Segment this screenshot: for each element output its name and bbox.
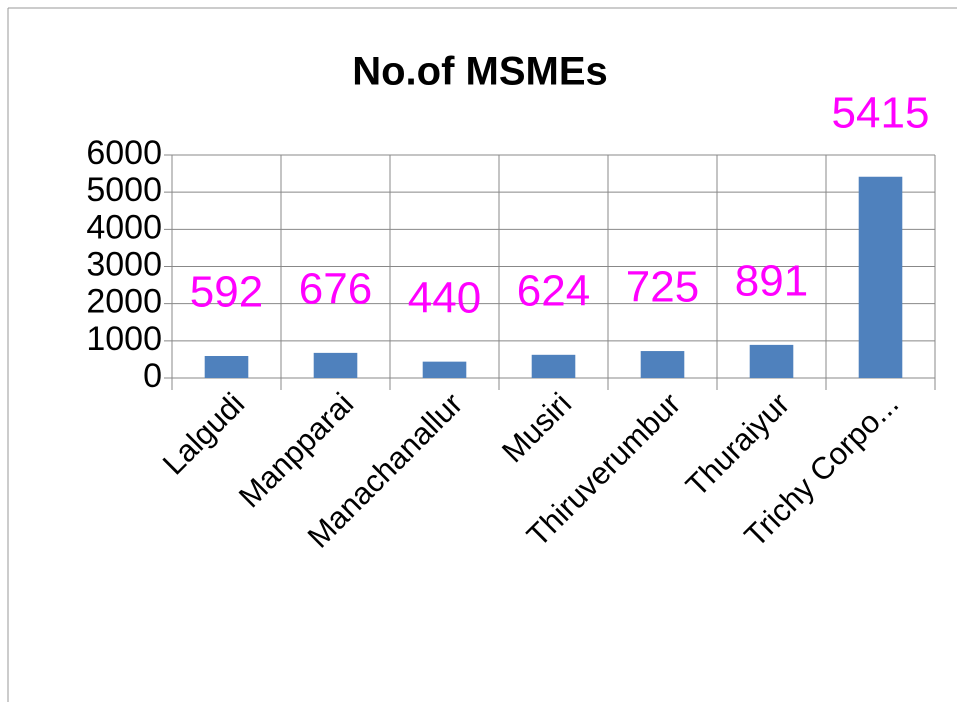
y-tick-label: 6000 [86, 134, 162, 172]
y-tick-label: 5000 [86, 171, 162, 209]
data-label: 891 [735, 257, 808, 306]
bar [749, 344, 794, 378]
data-label: 440 [408, 273, 481, 322]
chart-title: No.of MSMEs [352, 50, 608, 94]
data-label: 5415 [832, 88, 930, 137]
x-tick-label: Lalgudi [156, 386, 251, 481]
bar [858, 176, 903, 378]
bar [422, 361, 467, 378]
bar [640, 351, 685, 378]
x-tick-label: Thuraiyur [679, 386, 796, 503]
y-tick-label: 0 [143, 357, 162, 395]
bar [313, 352, 358, 378]
data-label: 624 [517, 266, 590, 315]
y-tick-label: 2000 [86, 283, 162, 321]
data-label: 676 [299, 265, 372, 314]
y-tick-label: 1000 [86, 320, 162, 358]
bar [204, 355, 249, 378]
data-label: 592 [190, 268, 263, 317]
y-tick-label: 3000 [86, 245, 162, 283]
data-label: 725 [626, 263, 699, 312]
x-tick-label: Musiri [495, 386, 578, 469]
bar [531, 354, 576, 378]
y-tick-label: 4000 [86, 208, 162, 246]
